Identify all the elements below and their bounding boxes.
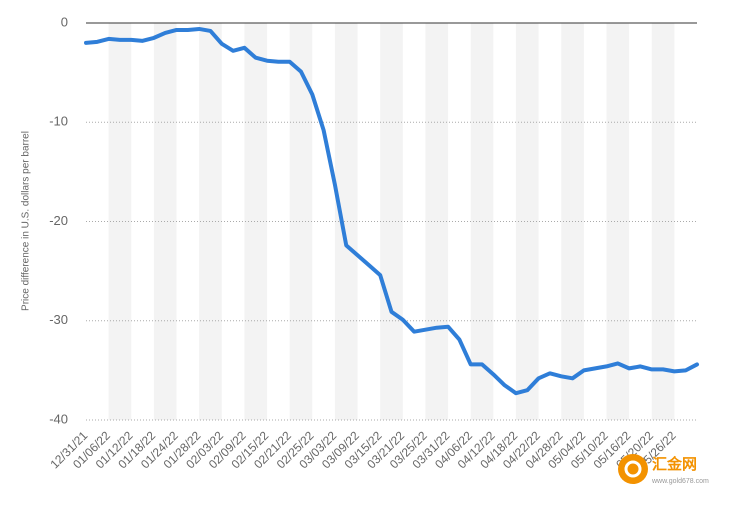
watermark-logo <box>618 454 648 484</box>
watermark-logo-ring <box>624 460 642 478</box>
watermark: 汇金网 www.gold678.com <box>618 454 709 485</box>
line <box>84 26 699 396</box>
band <box>380 23 403 420</box>
band <box>651 23 675 420</box>
watermark-url: www.gold678.com <box>651 478 709 485</box>
y-tick-label: -20 <box>49 213 68 228</box>
y-axis-title: Price difference in U.S. dollars per bar… <box>21 131 32 311</box>
band <box>244 23 268 420</box>
band <box>289 23 313 420</box>
y-tick-label: -40 <box>49 411 68 426</box>
watermark-text: 汇金网 <box>652 455 697 473</box>
band <box>334 23 358 420</box>
y-tick-label: -30 <box>49 312 68 327</box>
y-tick-label: 0 <box>61 14 68 29</box>
bands <box>108 23 675 420</box>
y-tick-label: -10 <box>49 114 68 129</box>
band <box>199 23 222 420</box>
